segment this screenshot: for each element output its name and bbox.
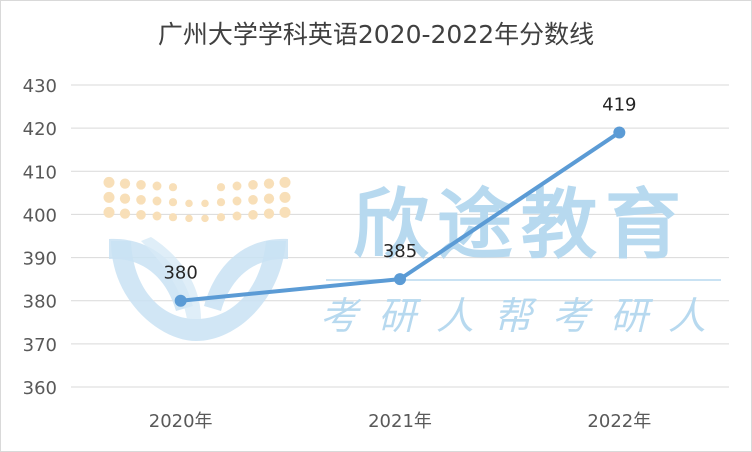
- logo-dot: [263, 193, 275, 204]
- data-label: 419: [602, 94, 636, 115]
- logo-dot: [119, 193, 131, 204]
- logo-dot: [248, 210, 258, 220]
- x-tick-label: 2020年: [149, 411, 213, 432]
- logo-dot: [232, 211, 242, 221]
- logo-dot: [168, 213, 178, 222]
- data-label: 380: [163, 263, 197, 284]
- logo-dot: [185, 214, 193, 223]
- y-tick-label: 420: [23, 119, 57, 140]
- logo-leaf-shape: [111, 241, 286, 341]
- x-axis-ticks: 2020年 2021年 2022年: [149, 411, 651, 432]
- logo-dot: [119, 178, 131, 189]
- y-tick-label: 360: [23, 378, 57, 399]
- logo-dot: [136, 210, 146, 220]
- data-point: [174, 294, 187, 307]
- logo-dot: [248, 180, 258, 190]
- data-label: 385: [383, 241, 417, 262]
- logo-dot: [216, 183, 226, 192]
- watermark-brand: 欣途教育: [353, 180, 689, 269]
- logo-dot: [279, 176, 291, 188]
- logo-dot: [185, 199, 193, 208]
- watermark-logo: [103, 176, 291, 341]
- data-point: [394, 273, 406, 286]
- logo-dot: [263, 208, 275, 219]
- series-layer: [174, 126, 626, 307]
- logo-dot: [103, 191, 115, 203]
- logo-dot: [152, 196, 162, 206]
- logo-leaf-shape: [109, 238, 193, 311]
- data-labels: 380 385 419: [163, 94, 636, 283]
- x-tick-label: 2021年: [368, 411, 432, 432]
- logo-dot: [216, 213, 226, 222]
- data-point: [613, 126, 626, 139]
- y-tick-label: 370: [23, 335, 57, 356]
- logo-dot: [152, 181, 162, 191]
- logo-dot: [103, 206, 115, 218]
- logo-dot: [103, 176, 115, 188]
- logo-dot: [279, 206, 291, 218]
- logo-dot: [216, 198, 226, 207]
- logo-dot: [263, 178, 275, 189]
- logo-dot: [136, 180, 146, 190]
- y-tick-label: 410: [23, 162, 57, 183]
- y-tick-label: 430: [23, 76, 57, 97]
- x-tick-label: 2022年: [587, 411, 651, 432]
- logo-dot: [119, 208, 131, 219]
- logo-dot: [136, 195, 146, 205]
- watermark-slogan: 考研人帮考研人: [320, 294, 726, 338]
- logo-dot: [152, 211, 162, 221]
- logo-dot: [232, 196, 242, 206]
- y-axis-ticks: 360 370 380 390 400 410 420 430: [23, 76, 57, 399]
- logo-dot: [201, 199, 209, 208]
- y-tick-label: 390: [23, 249, 57, 270]
- logo-leaf-shape: [204, 238, 288, 311]
- chart-title: 广州大学学科英语2020-2022年分数线: [157, 20, 595, 49]
- y-tick-label: 380: [23, 292, 57, 313]
- logo-dot: [232, 181, 242, 191]
- logo-dot: [279, 191, 291, 203]
- logo-dot: [168, 198, 178, 207]
- logo-dot: [201, 214, 209, 223]
- y-tick-label: 400: [23, 205, 57, 226]
- logo-dot: [248, 195, 258, 205]
- logo-dots: [103, 176, 291, 223]
- logo-dot: [168, 183, 178, 192]
